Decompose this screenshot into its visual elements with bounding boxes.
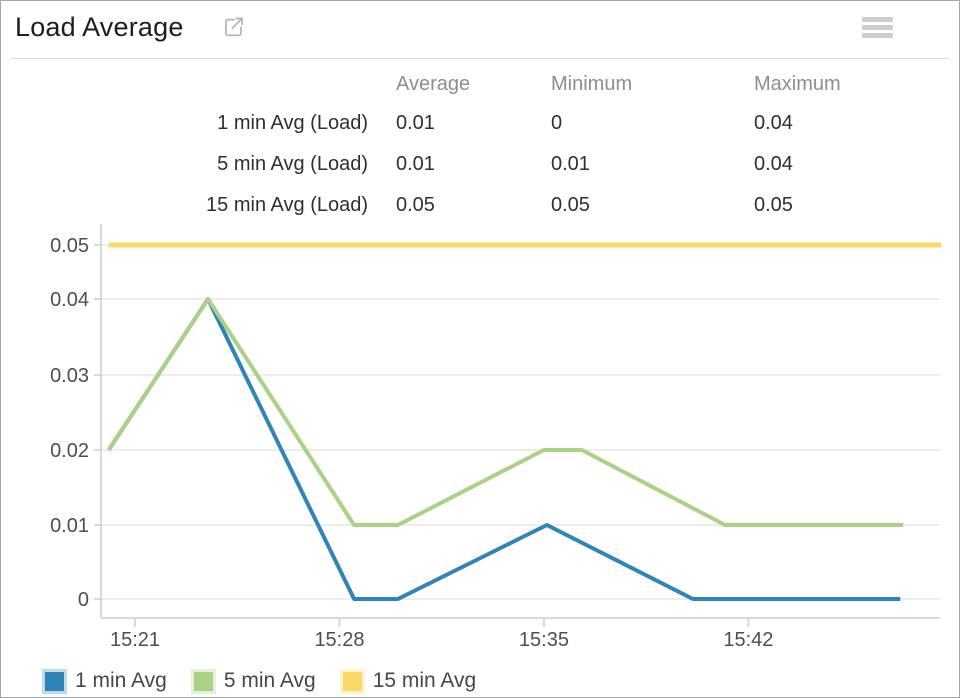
x-tick-label: 15:28 (314, 629, 364, 651)
hamburger-menu-icon[interactable] (862, 17, 893, 39)
legend-item-5min[interactable]: 5 min Avg (193, 669, 316, 693)
y-tick-label: 0.03 (50, 365, 89, 387)
column-header-maximum: Maximum (754, 73, 841, 95)
header-divider (11, 58, 949, 59)
value-5min-minimum: 0.01 (551, 153, 590, 175)
legend-item-15min[interactable]: 15 min Avg (342, 669, 477, 693)
value-1min-average: 0.01 (396, 112, 435, 134)
row-label-5min: 5 min Avg (Load) (217, 153, 368, 175)
page-title: Load Average (15, 12, 184, 42)
legend-item-1min[interactable]: 1 min Avg (45, 669, 167, 693)
column-header-minimum: Minimum (551, 73, 633, 95)
widget-header: Load Average (1, 1, 959, 59)
y-tick-label: 0.04 (50, 289, 89, 311)
value-5min-maximum: 0.04 (754, 153, 793, 175)
value-15min-maximum: 0.05 (754, 194, 793, 216)
value-5min-average: 0.01 (396, 153, 435, 175)
legend-label-5min: 5 min Avg (223, 669, 316, 692)
value-15min-average: 0.05 (396, 194, 435, 216)
row-label-1min: 1 min Avg (Load) (217, 112, 368, 134)
y-tick-label: 0.02 (50, 440, 89, 462)
x-tick-label: 15:35 (519, 629, 569, 651)
legend-swatch-15min (342, 671, 362, 691)
series-line-5-min-avg[interactable] (107, 297, 904, 527)
legend-label-15min: 15 min Avg (372, 669, 477, 692)
legend-label-1min: 1 min Avg (75, 669, 167, 692)
x-tick-label: 15:21 (110, 629, 160, 651)
chart-legend: 1 min Avg 5 min Avg 15 min Avg (45, 669, 476, 693)
legend-swatch-5min (193, 671, 213, 691)
external-link-icon[interactable] (222, 15, 246, 39)
value-1min-minimum: 0 (551, 112, 563, 134)
column-header-average: Average (396, 73, 471, 95)
x-tick-label: 15:42 (723, 629, 773, 651)
y-tick-label: 0.01 (50, 515, 89, 537)
value-15min-minimum: 0.05 (551, 194, 590, 216)
row-label-15min: 15 min Avg (Load) (206, 194, 368, 216)
legend-swatch-1min (45, 671, 64, 691)
y-tick-label: 0 (78, 589, 89, 611)
stats-table: Average Minimum Maximum 1 min Avg (Load)… (1, 66, 959, 226)
y-tick-label: 0.05 (50, 235, 89, 257)
value-1min-maximum: 0.04 (754, 112, 793, 134)
